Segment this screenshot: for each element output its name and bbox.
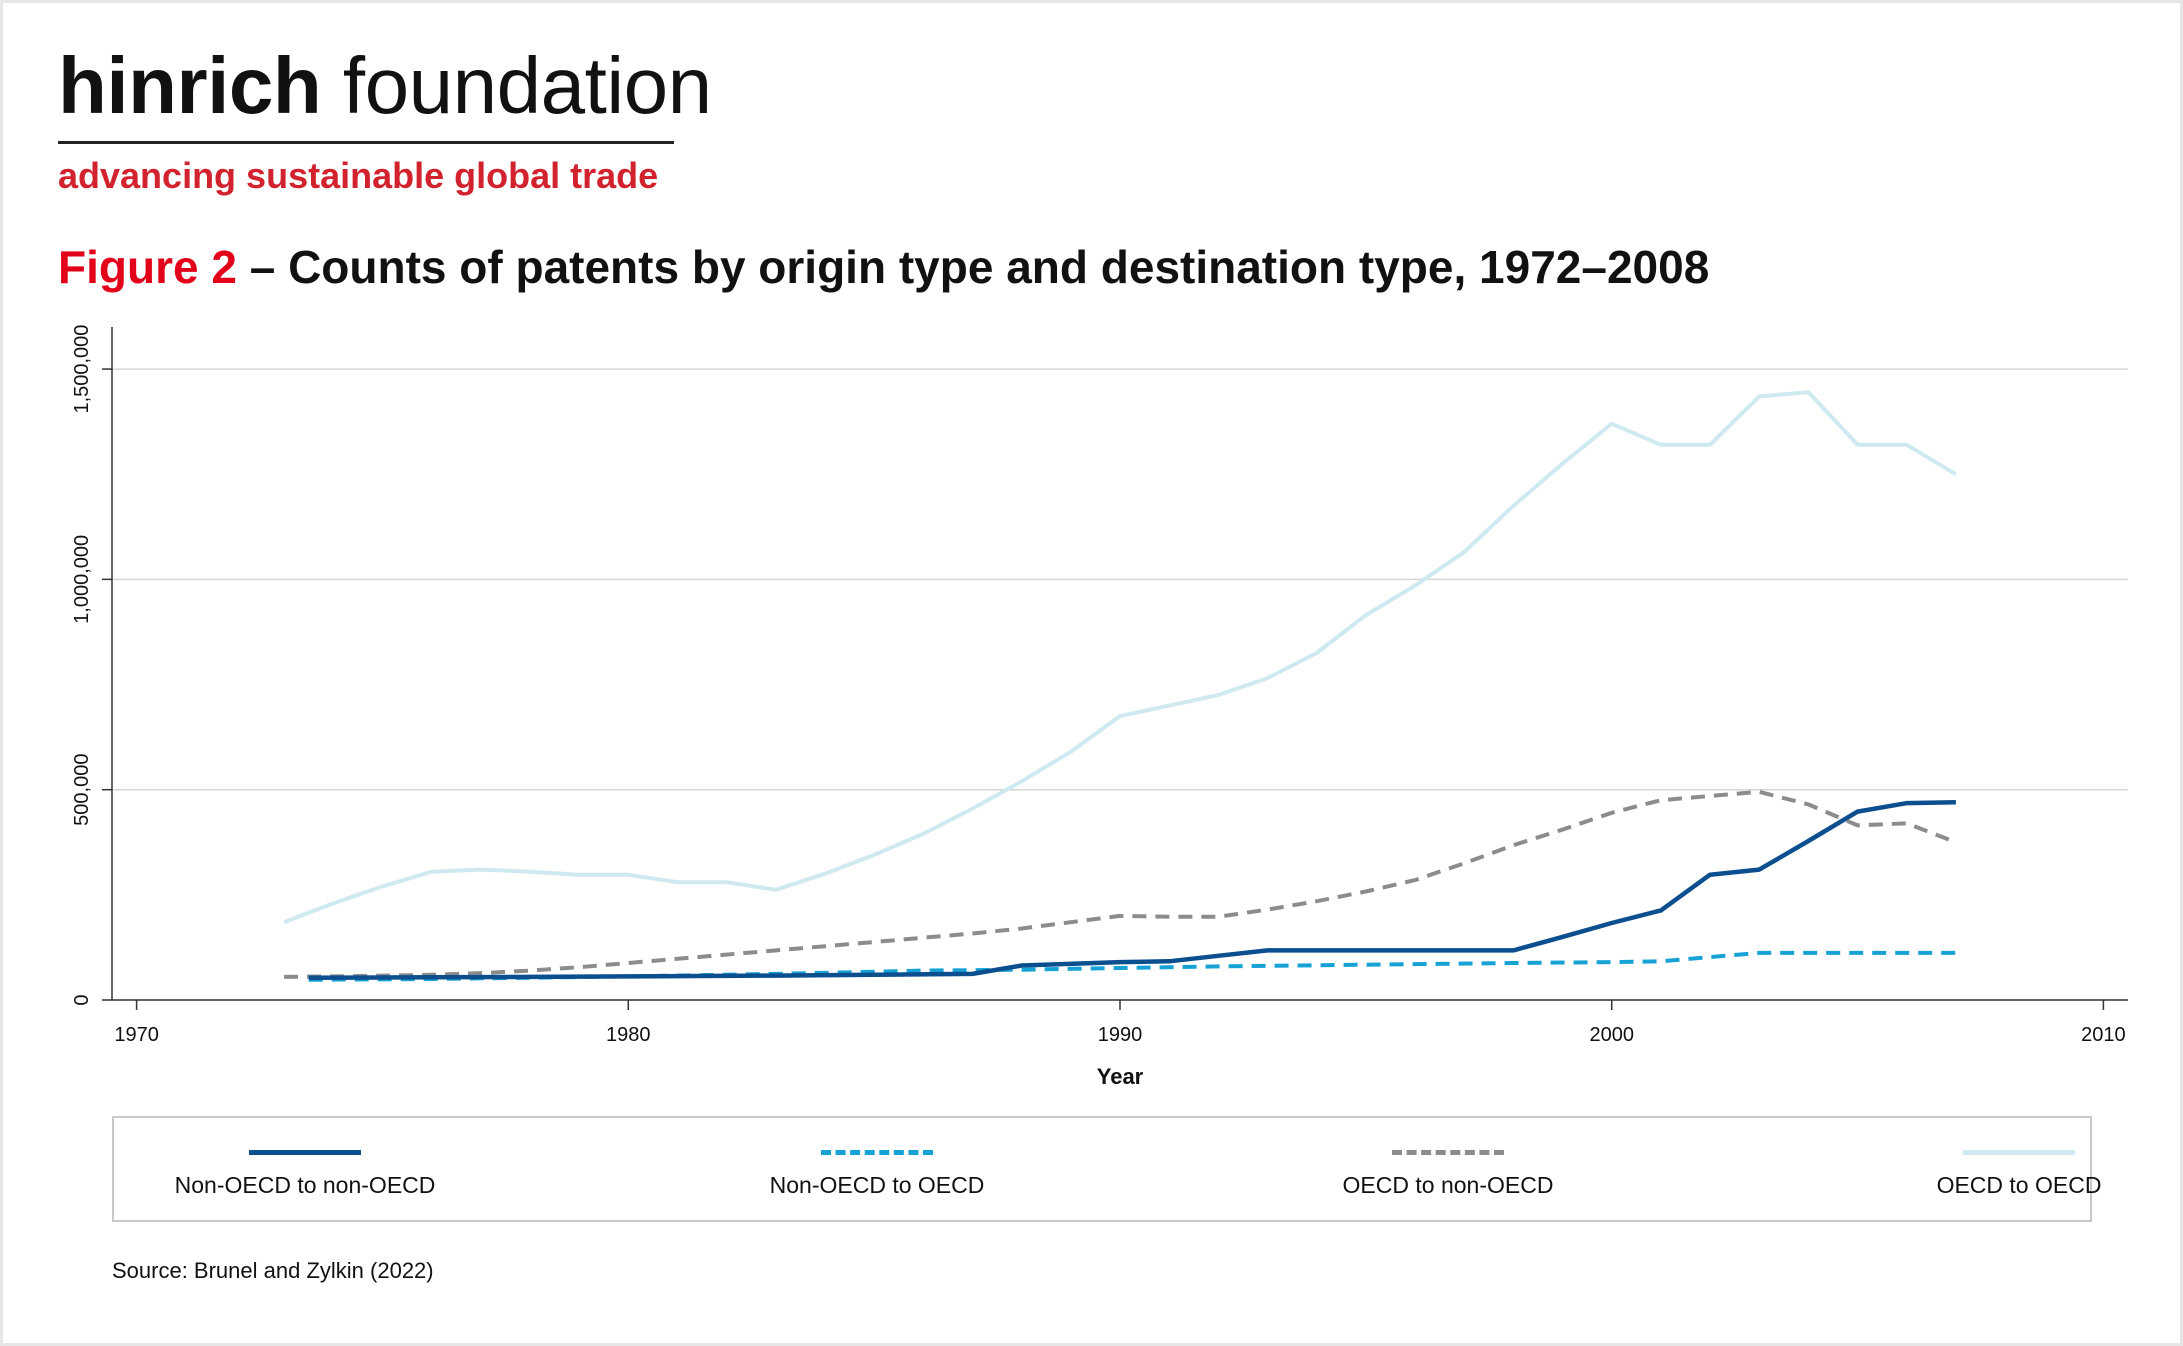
legend-item: Non-OECD to non-OECD [125,1118,485,1220]
series-line-non-oecd-to-non-oecd [308,800,1956,980]
legend-label: Non-OECD to non-OECD [174,1172,436,1198]
figure-title: Figure 2 – Counts of patents by origin t… [58,240,1709,294]
x-tick-label: 2000 [1589,1024,1634,1046]
y-tick-label: 500,000 [71,754,93,826]
legend-swatch [1963,1150,2075,1155]
brand-tagline: advancing sustainable global trade [58,155,659,196]
figure-title-text: – Counts of patents by origin type and d… [249,241,1710,293]
legend-item: OECD to OECD [1839,1118,2183,1220]
source-note: Source: Brunel and Zylkin (2022) [112,1258,434,1283]
legend-item: Non-OECD to OECD [697,1118,1057,1220]
legend-swatch [1392,1150,1504,1155]
legend-item: OECD to non-OECD [1268,1118,1628,1220]
x-tick-label: 1990 [1098,1024,1143,1046]
x-tick-label: 1970 [114,1024,159,1046]
legend-swatch [821,1150,933,1155]
y-tick-label: 0 [71,994,93,1005]
series-line-oecd-to-oecd [283,390,1957,925]
legend-label: OECD to non-OECD [1342,1172,1554,1198]
x-tick-label: 2010 [2081,1024,2126,1046]
x-axis-label: Year [1097,1064,1144,1089]
series-line-oecd-to-non-oecd [284,789,1957,979]
line-chart: 0 500,000 1,000,000 1,500,000 1970 1980 1990 20… [71,325,2128,1089]
y-tick-label: 1,500,000 [71,325,93,414]
legend-swatch [249,1150,361,1155]
legend-label: OECD to OECD [1936,1172,2102,1198]
brand-divider [58,141,674,144]
brand-name-bold: hinrich [58,41,322,130]
figure-label: Figure 2 [58,241,237,293]
brand-name-light: foundation [342,41,712,130]
chart-legend: Non-OECD to non-OECD Non-OECD to OECD OECD… [112,1116,2101,1222]
legend-label: Non-OECD to OECD [769,1172,985,1198]
y-tick-label: 1,000,000 [71,535,93,624]
brand-logo: hinrich foundation [58,46,712,126]
x-tick-label: 1980 [606,1024,651,1046]
